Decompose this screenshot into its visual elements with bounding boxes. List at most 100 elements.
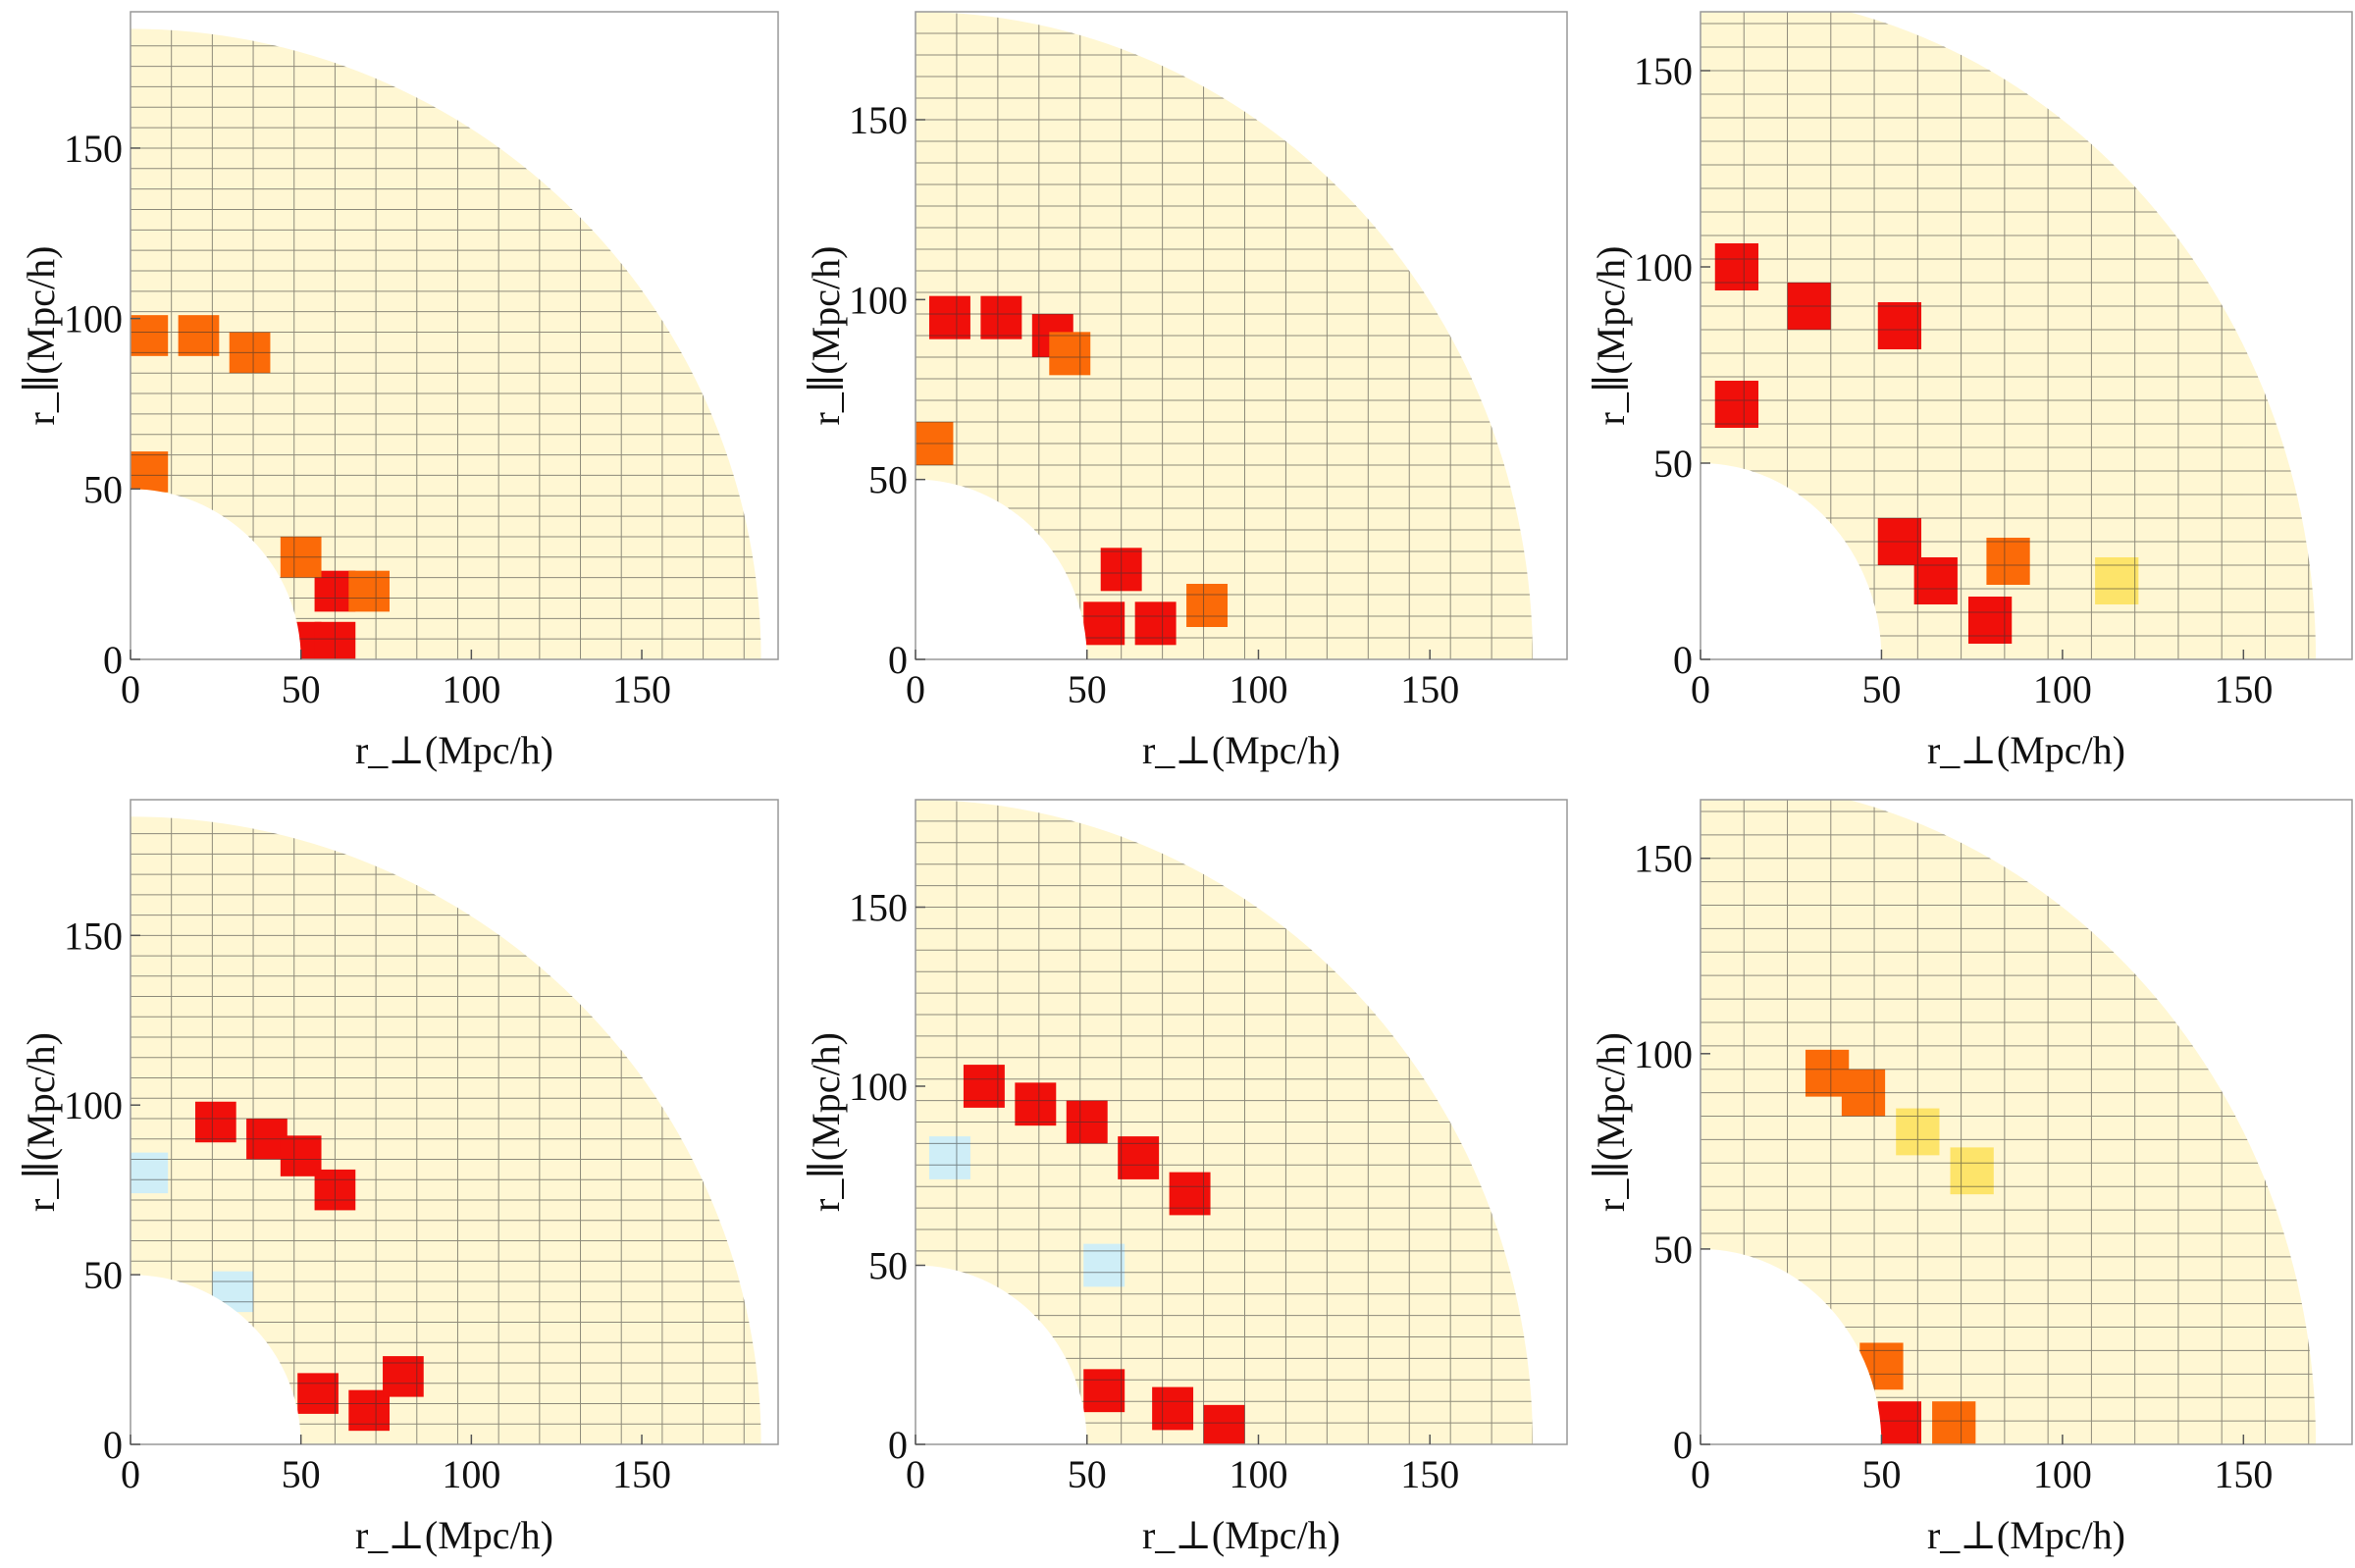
heatmap-cell: [131, 1152, 169, 1194]
x-axis-label: r_⊥(Mpc/h): [1927, 728, 2125, 772]
heatmap-cell: [1083, 1243, 1125, 1287]
y-tick-label: 0: [103, 1423, 123, 1467]
y-axis-label: r_∥(Mpc/h): [19, 246, 63, 426]
x-tick-label: 50: [282, 667, 321, 711]
y-tick-label: 50: [868, 1244, 908, 1288]
x-tick-label: 100: [1229, 667, 1287, 711]
heatmap-background: [131, 28, 761, 659]
x-tick-label: 50: [1068, 1452, 1107, 1496]
y-tick-label: 150: [849, 886, 908, 930]
y-tick-label: 100: [849, 278, 908, 322]
heatmap-cell: [1186, 584, 1229, 627]
heatmap-cell: [928, 1136, 970, 1179]
panel-3: 0 50 100 150 0 50 100 150 r_⊥(Mpc/h) r_∥(Mpc/h): [1589, 11, 2353, 772]
y-tick-label: 100: [1634, 245, 1693, 289]
y-tick-label: 100: [64, 1083, 123, 1127]
y-axis-label: r_∥(Mpc/h): [1589, 246, 1633, 426]
heatmap-cell: [1932, 1401, 1976, 1444]
panel-6: 0 50 100 150 0 50 100 150 r_⊥(Mpc/h) r_∥(Mpc/h): [1589, 799, 2353, 1557]
heatmap-cell: [1877, 302, 1922, 349]
x-tick-label: 0: [1691, 1452, 1710, 1496]
y-tick-label: 0: [103, 638, 123, 682]
x-axis-label: r_⊥(Mpc/h): [1142, 728, 1340, 772]
y-tick-label: 150: [1634, 837, 1693, 881]
axes-frame: [915, 11, 1568, 660]
y-tick-label: 100: [1634, 1032, 1693, 1076]
y-tick-label: 0: [1673, 1423, 1693, 1467]
x-tick-label: 0: [121, 667, 140, 711]
y-tick-label: 150: [64, 127, 123, 171]
heatmap-cell: [2095, 557, 2139, 604]
y-tick-label: 150: [1634, 49, 1693, 93]
heatmap-cell: [1152, 1386, 1194, 1431]
x-axis-label: r_⊥(Mpc/h): [1927, 1513, 2125, 1557]
y-axis-label: r_∥(Mpc/h): [19, 1032, 63, 1212]
heatmap-cell: [1967, 597, 2013, 644]
heatmap-cell: [1169, 1172, 1211, 1216]
x-tick-label: 50: [1068, 667, 1107, 711]
y-axis-label: r_∥(Mpc/h): [804, 246, 848, 426]
y-tick-label: 50: [1653, 442, 1693, 486]
heatmap-cell: [131, 315, 169, 356]
heatmap-cell: [1950, 1147, 1994, 1195]
x-tick-label: 100: [2033, 1452, 2092, 1496]
heatmap-cell: [1134, 601, 1177, 646]
y-tick-label: 0: [1673, 638, 1693, 682]
heatmap-cell: [383, 1356, 424, 1397]
heatmap-background: [1701, 800, 2317, 1444]
x-tick-label: 50: [1861, 1452, 1901, 1496]
x-tick-label: 150: [612, 1452, 671, 1496]
axes-frame: [915, 799, 1568, 1445]
heatmap-cell: [1877, 1401, 1922, 1444]
x-tick-label: 50: [282, 1452, 321, 1496]
x-tick-label: 100: [1229, 1452, 1287, 1496]
x-tick-label: 0: [121, 1452, 140, 1496]
heatmap-cell: [963, 1065, 1005, 1108]
heatmap-cell: [928, 295, 970, 340]
panel-1: 0 50 100 150 0 50 100 150 r_⊥(Mpc/h) r_∥(Mpc/h): [19, 11, 779, 772]
y-tick-label: 50: [1653, 1228, 1693, 1272]
heatmap-cell: [1083, 601, 1125, 646]
y-tick-label: 50: [83, 1253, 123, 1297]
heatmap-cell: [195, 1101, 236, 1143]
y-axis-label: r_∥(Mpc/h): [804, 1032, 848, 1212]
x-tick-label: 150: [1400, 667, 1459, 711]
x-tick-label: 0: [906, 1452, 925, 1496]
y-tick-label: 50: [868, 458, 908, 502]
heatmap-cell: [1049, 332, 1091, 376]
heatmap-cell: [1986, 538, 2030, 585]
y-axis-label: r_∥(Mpc/h): [1589, 1032, 1633, 1212]
heatmap-cell: [1015, 1082, 1057, 1126]
x-tick-label: 150: [2214, 667, 2273, 711]
x-tick-label: 0: [906, 667, 925, 711]
heatmap-cell: [1714, 243, 1759, 290]
axes-frame: [130, 11, 779, 660]
y-tick-label: 50: [83, 467, 123, 511]
axes-frame: [130, 799, 779, 1445]
heatmap-cell: [1083, 1369, 1125, 1413]
heatmap-cell: [297, 1373, 339, 1414]
heatmap-cell: [212, 1271, 254, 1313]
y-tick-label: 150: [849, 98, 908, 142]
y-tick-label: 150: [64, 914, 123, 958]
heatmap-cell: [348, 570, 390, 612]
x-tick-label: 100: [442, 1452, 500, 1496]
heatmap-cell: [1118, 1136, 1160, 1179]
heatmap-cell: [1203, 1404, 1245, 1444]
panel-5: 0 50 100 150 0 50 100 150 r_⊥(Mpc/h) r_∥(Mpc/h): [804, 799, 1568, 1557]
axes-frame: [1700, 799, 2353, 1445]
x-tick-label: 50: [1861, 667, 1901, 711]
x-axis-label: r_⊥(Mpc/h): [355, 728, 553, 772]
x-tick-label: 100: [442, 667, 500, 711]
x-tick-label: 150: [612, 667, 671, 711]
axes-frame: [1700, 11, 2353, 660]
y-tick-label: 100: [849, 1065, 908, 1109]
heatmap-cell: [131, 451, 169, 493]
heatmap-cell: [1714, 381, 1759, 428]
x-tick-label: 100: [2033, 667, 2092, 711]
y-tick-label: 100: [64, 297, 123, 341]
x-tick-label: 150: [2214, 1452, 2273, 1496]
heatmap-cell: [1859, 1342, 1904, 1390]
panel-2: 0 50 100 150 0 50 100 150 r_⊥(Mpc/h) r_∥(Mpc/h): [804, 11, 1568, 772]
